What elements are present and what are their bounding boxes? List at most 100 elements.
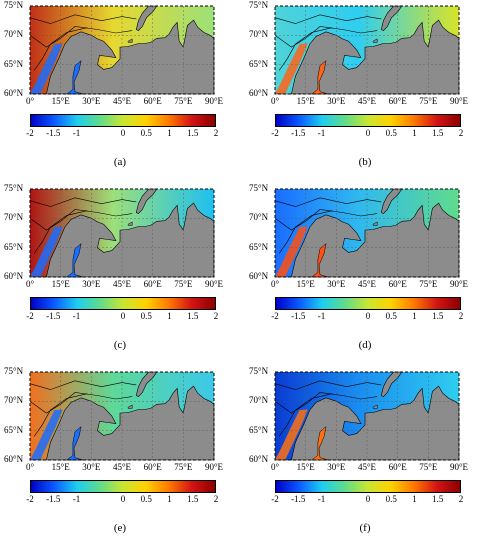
- colorbar-tick: -2: [26, 494, 34, 504]
- lat-label: 60°N: [249, 454, 269, 464]
- colorbar: [275, 114, 461, 127]
- contour-line: [29, 197, 137, 207]
- lon-label: 75°E: [174, 462, 193, 472]
- lat-label: 70°N: [4, 212, 24, 223]
- lat-label: 60°N: [4, 88, 24, 98]
- lon-label: 75°E: [419, 96, 438, 106]
- colorbar-tick: -2: [271, 311, 279, 321]
- contour-line: [274, 26, 378, 48]
- lon-label: 0°: [270, 96, 280, 106]
- panel-label: (f): [359, 522, 371, 534]
- lon-label: 15°E: [51, 96, 70, 106]
- map-frame: [274, 371, 460, 461]
- panel-c: 75°N 70°N 65°N 60°N 0° 15°E 30°E 45°E 60°E 75°E 90…: [0, 183, 245, 366]
- colorbar-tick: -1.5: [46, 494, 61, 504]
- colorbar-tick: 2: [213, 311, 219, 321]
- lat-label: 70°N: [249, 395, 269, 406]
- contour-line: [274, 14, 382, 24]
- lat-label: 75°N: [4, 366, 24, 376]
- lon-label: 30°E: [82, 96, 101, 106]
- lon-label: 45°E: [357, 96, 377, 106]
- gulf-of-bothnia: [66, 242, 84, 278]
- colorbar-tick: -1.5: [46, 128, 61, 138]
- colorbar-tick: 1.5: [187, 311, 199, 321]
- lon-label: 15°E: [296, 462, 315, 472]
- colorbar-tick: 0.5: [140, 494, 152, 504]
- lat-label: 75°N: [4, 0, 24, 10]
- colorbar: [275, 297, 461, 310]
- lon-label: 45°E: [112, 96, 132, 106]
- contour-line: [29, 14, 137, 24]
- colorbar-tick: 1: [167, 311, 172, 321]
- lon-label: 45°E: [357, 462, 377, 472]
- lon-label: 0°: [25, 462, 35, 472]
- colorbar-tick: 1.5: [187, 494, 199, 504]
- lat-label: 65°N: [4, 241, 24, 252]
- colorbar-tick: -1: [317, 494, 326, 504]
- panel-e: 75°N 70°N 65°N 60°N 0° 15°E 30°E 45°E 60°E 75°E 90…: [0, 366, 245, 549]
- map-a: [29, 5, 215, 95]
- lon-label: 45°E: [357, 279, 377, 289]
- contour-line: [33, 27, 88, 71]
- lon-label: 90°E: [449, 462, 469, 472]
- colorbar-tick: 2: [458, 311, 464, 321]
- colorbar-tick: 0: [365, 128, 371, 138]
- colorbar-tick: 0: [120, 311, 126, 321]
- colorbar-tick: -1: [72, 311, 81, 321]
- colorbar-tick: 2: [213, 128, 219, 138]
- lon-label: 75°E: [174, 279, 193, 289]
- colorbar-tick: -1: [317, 311, 326, 321]
- colorbar-tick: 1: [412, 128, 417, 138]
- colorbar: [275, 480, 461, 493]
- lon-label: 30°E: [82, 279, 101, 289]
- novaya-zemlya: [380, 5, 403, 31]
- lon-label: 75°E: [174, 96, 193, 106]
- colorbar-tick: 0.5: [385, 494, 397, 504]
- contour-line: [274, 392, 378, 414]
- colorbar-tick: 0: [120, 494, 126, 504]
- map-d: [274, 188, 460, 278]
- contour-line: [278, 210, 333, 254]
- lon-label: 30°E: [327, 96, 346, 106]
- colorbar: [30, 297, 216, 310]
- colorbar-tick: -2: [271, 494, 279, 504]
- colorbar-tick: 2: [458, 494, 464, 504]
- panel-label: (b): [358, 156, 372, 168]
- map-c: [29, 188, 215, 278]
- map-frame: [274, 5, 460, 95]
- lon-label: 60°E: [388, 462, 407, 472]
- colorbar: [30, 480, 216, 493]
- lon-label: 0°: [25, 279, 35, 289]
- coastal-anomaly-a: [30, 43, 63, 94]
- colorbar-tick: 1: [167, 128, 172, 138]
- lat-label: 70°N: [249, 29, 269, 40]
- island: [372, 221, 378, 226]
- colorbar-tick: 0.5: [140, 128, 152, 138]
- panel-f: 75°N 70°N 65°N 60°N 0° 15°E 30°E 45°E 60°E 75°E 90…: [245, 366, 490, 549]
- colorbar-tick: -1.5: [46, 311, 61, 321]
- colorbar-tick: 2: [458, 128, 464, 138]
- colorbar-tick: 0.5: [385, 128, 397, 138]
- lat-label: 70°N: [4, 29, 24, 40]
- map-frame: [274, 188, 460, 278]
- colorbar-tick: -1: [72, 128, 81, 138]
- contour-line: [274, 197, 382, 207]
- lon-label: 45°E: [112, 279, 132, 289]
- lon-label: 0°: [25, 96, 35, 106]
- lat-label: 75°N: [249, 366, 269, 376]
- panel-label: (d): [358, 339, 372, 351]
- colorbar-tick: 1.5: [432, 128, 444, 138]
- novaya-zemlya: [135, 188, 158, 214]
- contour-line: [29, 392, 133, 414]
- coastal-anomaly-e: [30, 409, 63, 460]
- map-b: [274, 5, 460, 95]
- lon-label: 30°E: [327, 462, 346, 472]
- map-e: [29, 371, 215, 461]
- lon-label: 90°E: [204, 96, 224, 106]
- panel-a: 75°N 70°N 65°N 60°N 0° 15°E 30°E 45°E 60°E 75°E 90…: [0, 0, 245, 183]
- colorbar-tick: 1: [412, 494, 417, 504]
- lon-label: 15°E: [296, 96, 315, 106]
- novaya-zemlya: [135, 371, 158, 397]
- novaya-zemlya: [135, 5, 158, 31]
- gulf-of-bothnia: [311, 59, 329, 95]
